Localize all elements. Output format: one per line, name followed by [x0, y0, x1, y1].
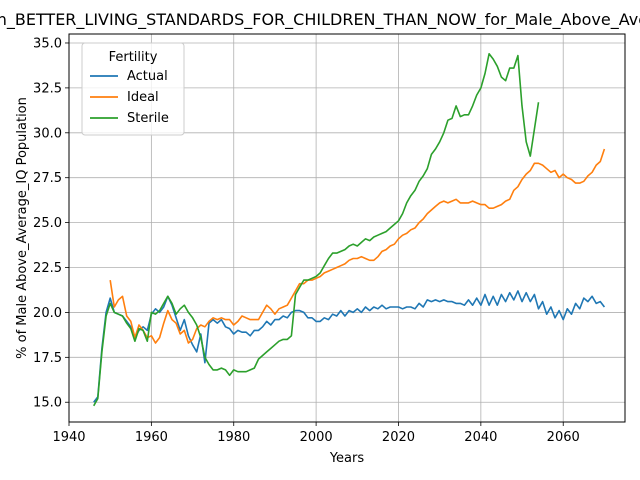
x-axis: 1940 1960 1980 2000 2020 2040 2060: [52, 422, 580, 445]
x-tick-label: 1940: [52, 430, 85, 445]
x-tick-label: 1980: [217, 430, 250, 445]
legend-entry: Actual: [127, 69, 168, 84]
x-tick-label: 2000: [300, 430, 333, 445]
legend-entry: Ideal: [127, 90, 159, 105]
series-lines: [93, 53, 606, 407]
plot-frame: [68, 33, 626, 423]
series-line-sterile: [93, 53, 540, 407]
legend-title: Fertility: [109, 50, 158, 65]
y-tick-label: 30.0: [33, 126, 62, 141]
legend-entry: Sterile: [127, 111, 169, 126]
y-axis: 15.0 17.5 20.0 22.5 25.0 27.5 30.0 32.5 35.0: [33, 36, 69, 411]
grid: [68, 34, 625, 422]
y-tick-label: 32.5: [33, 81, 62, 96]
series-line-ideal: [109, 148, 606, 344]
x-axis-label: Years: [329, 451, 365, 466]
y-tick-label: 35.0: [33, 36, 62, 51]
x-tick-label: 2040: [464, 430, 497, 445]
x-tick-label: 2060: [547, 430, 580, 445]
y-tick-label: 15.0: [33, 396, 62, 411]
chart-title: _in_BETTER_LIVING_STANDARDS_FOR_CHILDREN…: [0, 10, 640, 30]
legend: Fertility Actual Ideal Sterile: [81, 42, 185, 136]
y-tick-label: 25.0: [33, 216, 62, 231]
y-axis-label: % of Male Above_Average_IQ Population: [15, 97, 30, 359]
y-tick-label: 27.5: [33, 171, 62, 186]
y-tick-label: 22.5: [33, 261, 62, 276]
y-tick-label: 20.0: [33, 306, 62, 321]
y-tick-label: 17.5: [33, 351, 62, 366]
series-line-actual: [93, 290, 606, 403]
legend-box: [81, 42, 185, 136]
x-tick-label: 1960: [135, 430, 168, 445]
x-tick-label: 2020: [382, 430, 415, 445]
